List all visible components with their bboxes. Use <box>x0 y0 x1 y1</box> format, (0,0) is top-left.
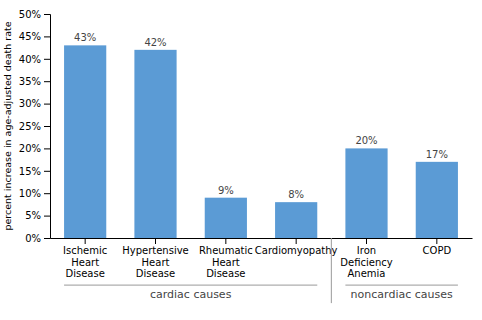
data-label: 42% <box>144 37 166 48</box>
group-label: cardiac causes <box>150 288 232 301</box>
bar <box>134 50 176 238</box>
bar <box>345 148 387 238</box>
bar <box>416 162 458 238</box>
y-tick: 10% <box>19 188 50 199</box>
y-axis: 0% 5% 10% 15% 20% 25% 30% 35% 40% 45% 50% <box>19 9 51 244</box>
x-tick-label: Cardiomyopathy <box>255 245 338 256</box>
y-tick: 35% <box>19 76 50 87</box>
y-tick-label: 25% <box>19 121 41 132</box>
x-tick-label: IronDeficiencyAnemia <box>340 245 392 279</box>
bar <box>64 45 106 238</box>
y-tick-mark <box>44 81 50 82</box>
y-tick-label: 40% <box>19 54 41 65</box>
data-label: 20% <box>355 135 377 146</box>
y-tick-mark <box>44 216 50 217</box>
x-tick: COPD <box>423 238 452 256</box>
bar <box>205 198 247 238</box>
y-tick: 20% <box>19 143 50 154</box>
chart: 43% 42% 9% 8% 20% 17% 0% 5% 10% 15% 20% 25% 30% 35% 40… <box>0 0 482 320</box>
y-tick-label: 5% <box>25 210 41 221</box>
y-tick-label: 10% <box>19 188 41 199</box>
y-tick-label: 0% <box>25 233 41 244</box>
bar <box>275 202 317 238</box>
y-tick-mark <box>44 126 50 127</box>
y-tick-label: 35% <box>19 76 41 87</box>
y-tick: 15% <box>19 166 50 177</box>
y-tick: 5% <box>25 210 50 221</box>
y-tick: 25% <box>19 121 50 132</box>
data-labels: 43% 42% 9% 8% 20% 17% <box>74 32 448 200</box>
data-label: 43% <box>74 32 96 43</box>
data-label: 8% <box>288 189 304 200</box>
data-label: 17% <box>426 149 448 160</box>
data-label: 9% <box>218 185 234 196</box>
x-tick-label: COPD <box>423 245 452 256</box>
group-bracket <box>345 285 458 286</box>
y-tick: 45% <box>19 31 50 42</box>
group-divider <box>331 238 332 303</box>
x-tick-label: RheumaticHeartDisease <box>199 245 253 279</box>
x-tick: IronDeficiencyAnemia <box>340 238 392 279</box>
y-tick-mark <box>44 14 50 15</box>
group-label: noncardiac causes <box>351 288 453 301</box>
x-tick-mark <box>85 238 86 244</box>
y-tick-label: 15% <box>19 166 41 177</box>
x-axis: IschemicHeartDisease HypertensiveHeartDis… <box>51 238 473 279</box>
y-axis-line <box>44 15 51 239</box>
y-tick: 0% <box>25 233 50 244</box>
x-tick-label: IschemicHeartDisease <box>63 245 107 279</box>
y-tick: 30% <box>19 98 50 109</box>
plot: 43% 42% 9% 8% 20% 17% 0% 5% 10% 15% 20% 25% 30% 35% 40… <box>2 9 473 303</box>
y-axis-title: percent increase in age-adjusted death r… <box>2 21 13 230</box>
y-tick: 50% <box>19 9 50 20</box>
y-tick-mark <box>44 104 50 105</box>
y-tick-mark <box>44 36 50 37</box>
y-tick-label: 45% <box>19 31 41 42</box>
y-tick-mark <box>44 59 50 60</box>
bars <box>64 45 458 238</box>
y-tick-label: 20% <box>19 143 41 154</box>
y-tick-mark <box>44 238 50 239</box>
x-axis-line <box>51 238 473 239</box>
x-tick: HypertensiveHeartDisease <box>122 238 189 279</box>
x-tick-mark <box>436 238 437 244</box>
x-tick: IschemicHeartDisease <box>63 238 107 279</box>
y-tick-mark <box>44 171 50 172</box>
x-tick-mark <box>296 238 297 244</box>
y-tick-label: 50% <box>19 9 41 20</box>
groups: cardiac causes noncardiac causes <box>64 238 458 303</box>
x-tick-label: HypertensiveHeartDisease <box>122 245 189 279</box>
y-tick-mark <box>44 148 50 149</box>
group-bracket <box>64 285 317 286</box>
y-tick: 40% <box>19 54 50 65</box>
y-tick-mark <box>44 193 50 194</box>
x-tick: Cardiomyopathy <box>255 238 338 256</box>
x-tick: RheumaticHeartDisease <box>199 238 253 279</box>
y-tick-label: 30% <box>19 98 41 109</box>
x-tick-mark <box>366 238 367 244</box>
x-tick-mark <box>225 238 226 244</box>
x-tick-mark <box>155 238 156 244</box>
